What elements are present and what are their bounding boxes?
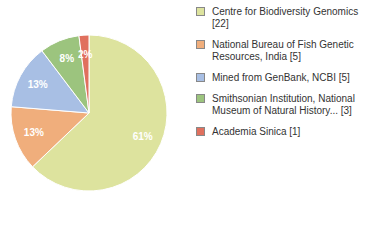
html-text:Centre for Biodiversity Genomi: Centre for Biodiversity Genomics [22] [212, 6, 359, 29]
html-text:Mined from GenBank, NCBI [5]: Mined from GenBank, NCBI [5] [212, 72, 350, 83]
html-text:National Bureau of Fish Geneti: National Bureau of Fish Genetic Resource… [212, 39, 354, 62]
html-text:Smithsonian Institution, Natio: Smithsonian Institution, National Museum… [212, 93, 355, 116]
svg-text:61%: 61% [133, 131, 153, 142]
svg-text:13%: 13% [28, 79, 48, 90]
svg-text:13%: 13% [24, 127, 44, 138]
svg-text:8%: 8% [60, 53, 75, 64]
html-text:Academia Sinica [1]: Academia Sinica [1] [212, 126, 301, 137]
svg-text:2%: 2% [78, 49, 93, 60]
